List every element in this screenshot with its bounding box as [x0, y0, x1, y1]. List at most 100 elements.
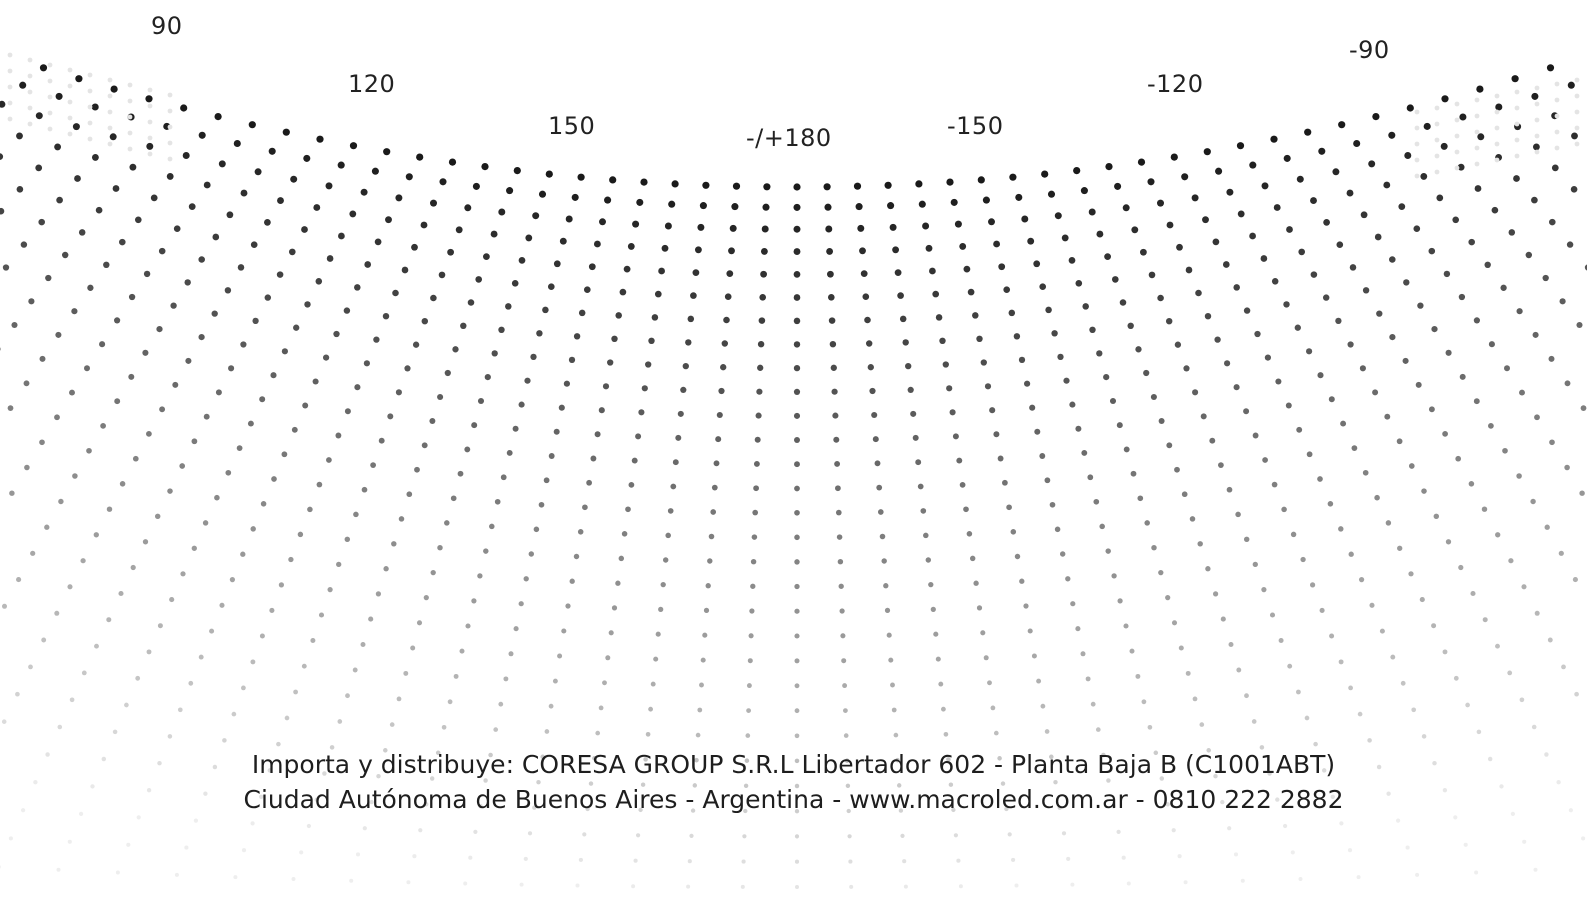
grid-dot: [1251, 719, 1257, 724]
grid-dot: [270, 372, 277, 379]
grid-dot: [69, 389, 75, 396]
grid-dot: [897, 292, 904, 299]
grid-dot: [1157, 199, 1164, 207]
grid-dot: [439, 178, 447, 186]
grid-dot: [1390, 654, 1396, 660]
grid-dot: [794, 758, 800, 764]
grid-dot: [1584, 264, 1587, 271]
grid-dot: [744, 758, 750, 763]
grid-dot: [1547, 637, 1553, 643]
faint-dot: [107, 77, 113, 83]
grid-dot: [586, 479, 592, 486]
grid-dot: [582, 832, 587, 837]
grid-dot: [1568, 808, 1574, 813]
grid-dot: [619, 288, 627, 296]
grid-dot: [1181, 491, 1188, 498]
grid-dot: [1061, 234, 1069, 242]
grid-dot: [1353, 139, 1361, 148]
grid-dot: [360, 188, 368, 196]
grid-dot: [478, 804, 483, 809]
faint-dot: [7, 84, 13, 90]
grid-dot: [1532, 331, 1539, 338]
grid-dot: [989, 407, 996, 414]
grid-dot: [477, 397, 485, 405]
grid-dot: [41, 637, 47, 643]
grid-dot: [645, 361, 652, 368]
grid-dot: [923, 532, 929, 539]
grid-dot: [124, 702, 129, 708]
grid-dot: [267, 768, 273, 773]
grid-dot: [543, 477, 550, 484]
grid-dot: [110, 85, 118, 93]
faint-dot: [1554, 145, 1560, 151]
grid-dot: [159, 406, 166, 413]
grid-dot: [608, 630, 614, 636]
grid-dot: [1191, 194, 1199, 202]
grid-dot: [361, 486, 368, 493]
grid-dot: [915, 459, 922, 466]
grid-dot: [288, 556, 294, 563]
grid-dot: [1388, 131, 1396, 139]
grid-dot: [203, 181, 211, 189]
grid-dot: [655, 631, 661, 637]
grid-dot: [1374, 494, 1380, 501]
grid-dot: [465, 623, 471, 629]
grid-dot: [1572, 577, 1578, 583]
grid-dot: [1348, 551, 1354, 557]
grid-dot: [1271, 481, 1278, 488]
angle-label-180: -/+180: [746, 124, 832, 152]
grid-dot: [536, 330, 543, 337]
grid-dot: [281, 348, 288, 355]
grid-dot: [568, 356, 576, 364]
grid-dot: [1465, 702, 1470, 708]
faint-dot: [1554, 113, 1560, 119]
grid-dot: [1249, 161, 1257, 169]
grid-dot: [1013, 333, 1021, 340]
grid-dot: [1073, 167, 1081, 175]
faint-dot: [1534, 101, 1540, 107]
grid-dot: [760, 247, 768, 255]
grid-dot: [841, 658, 847, 664]
grid-dot: [237, 264, 245, 271]
grid-dot: [548, 453, 555, 459]
grid-dot: [794, 683, 800, 689]
grid-dot: [1330, 794, 1335, 799]
grid-dot: [1000, 781, 1006, 786]
grid-dot: [421, 442, 428, 449]
faint-dot: [27, 121, 33, 127]
grid-dot: [329, 745, 335, 750]
grid-dot: [902, 339, 909, 346]
grid-dot: [87, 284, 94, 291]
grid-dot: [1400, 680, 1406, 686]
grid-dot: [1413, 225, 1421, 233]
grid-dot: [423, 594, 429, 601]
grid-dot: [1564, 380, 1571, 387]
grid-dot: [685, 339, 692, 346]
grid-dot: [354, 384, 361, 391]
grid-dot: [1420, 172, 1428, 180]
grid-dot: [1321, 768, 1327, 773]
grid-dot: [1384, 413, 1391, 420]
grid-dot: [1111, 276, 1119, 283]
grid-dot: [695, 732, 701, 738]
grid-dot: [45, 752, 50, 757]
grid-dot: [1338, 526, 1344, 532]
grid-dot: [1087, 474, 1094, 481]
grid-dot: [1045, 306, 1052, 314]
grid-dot: [91, 103, 99, 111]
grid-dot: [699, 202, 707, 210]
faint-dot: [1494, 125, 1500, 131]
grid-dot: [825, 225, 833, 233]
grid-dot: [1081, 449, 1088, 456]
grid-dot: [794, 583, 800, 590]
grid-dot: [11, 321, 18, 329]
grid-dot: [335, 432, 342, 439]
grid-dot: [1310, 271, 1318, 278]
grid-dot: [1502, 447, 1508, 454]
grid-dot: [930, 606, 936, 613]
grid-dot: [1237, 210, 1245, 218]
angle-label-neg-150: -150: [947, 112, 1004, 140]
grid-dot: [39, 64, 48, 72]
faint-dot: [1454, 117, 1460, 123]
